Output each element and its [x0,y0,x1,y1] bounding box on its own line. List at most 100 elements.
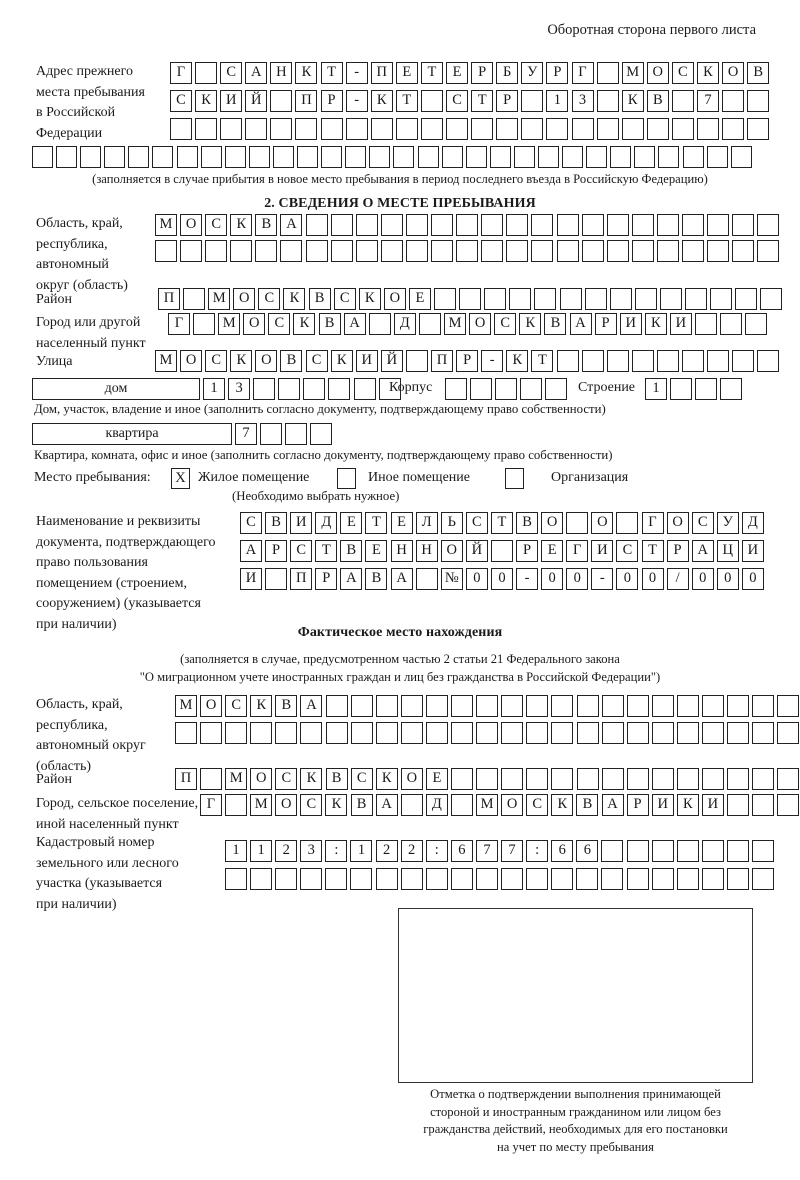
char-cell[interactable]: - [481,350,504,372]
char-cell[interactable]: С [290,540,313,562]
char-cell[interactable] [531,240,554,262]
char-cell[interactable] [205,240,228,262]
char-cell[interactable]: Р [594,313,617,335]
char-cell[interactable] [300,722,323,744]
char-cell[interactable]: С [205,350,228,372]
char-cell[interactable]: Р [471,62,494,84]
char-cell[interactable]: И [240,568,262,590]
char-cell[interactable] [476,722,499,744]
char-cell[interactable] [441,146,463,168]
char-cell[interactable] [250,868,273,890]
char-cell[interactable]: Т [320,62,343,84]
char-cell[interactable]: Д [741,512,764,534]
char-cell[interactable] [562,146,584,168]
char-cell[interactable]: М [175,695,197,717]
stay-option-2-checkbox[interactable] [505,468,524,489]
char-cell[interactable] [350,722,373,744]
char-cell[interactable]: Т [395,90,418,112]
char-cell[interactable] [415,568,438,590]
char-cell[interactable] [751,840,774,862]
char-cell[interactable] [368,313,391,335]
char-cell[interactable] [747,90,770,112]
char-cell[interactable] [559,288,582,310]
char-cell[interactable]: В [747,62,770,84]
char-cell[interactable] [509,288,532,310]
char-cell[interactable] [425,868,448,890]
char-cell[interactable]: Т [365,512,388,534]
char-cell[interactable] [681,240,704,262]
char-cell[interactable] [400,722,423,744]
char-cell[interactable] [571,118,594,140]
char-cell[interactable] [651,695,674,717]
char-cell[interactable]: В [340,540,363,562]
char-cell[interactable] [375,868,398,890]
char-cell[interactable] [275,722,298,744]
char-cell[interactable] [757,214,780,236]
char-cell[interactable]: К [375,768,398,790]
char-cell[interactable] [596,62,619,84]
confirmation-stamp-box[interactable] [398,908,753,1083]
char-cell[interactable] [726,794,749,816]
char-cell[interactable] [245,118,268,140]
char-cell[interactable] [747,118,770,140]
char-cell[interactable] [431,214,454,236]
char-cell[interactable]: 3 [228,378,251,400]
char-cell[interactable] [405,214,428,236]
char-cell[interactable] [526,768,549,790]
char-cell[interactable] [606,240,629,262]
char-cell[interactable]: С [258,288,281,310]
cadastral-row-2[interactable] [225,868,774,890]
char-cell[interactable]: Т [641,540,664,562]
char-cell[interactable] [556,350,579,372]
char-cell[interactable] [777,722,800,744]
char-cell[interactable]: О [275,794,298,816]
char-cell[interactable]: О [501,794,524,816]
char-cell[interactable]: 0 [490,568,513,590]
char-cell[interactable]: В [516,512,539,534]
char-cell[interactable]: М [218,313,241,335]
char-cell[interactable] [253,378,276,400]
char-cell[interactable]: С [220,62,243,84]
char-cell[interactable]: А [601,794,624,816]
char-cell[interactable] [330,214,353,236]
char-cell[interactable]: 0 [541,568,564,590]
char-cell[interactable]: О [646,62,669,84]
char-cell[interactable]: Р [546,62,569,84]
char-cell[interactable] [321,146,343,168]
char-cell[interactable] [380,214,403,236]
char-cell[interactable] [626,840,649,862]
char-cell[interactable] [526,695,549,717]
char-cell[interactable] [706,146,728,168]
char-cell[interactable] [425,722,448,744]
char-cell[interactable]: У [521,62,544,84]
char-cell[interactable] [495,378,518,400]
char-cell[interactable] [195,62,218,84]
char-cell[interactable] [355,214,378,236]
char-cell[interactable] [606,350,629,372]
char-cell[interactable]: 2 [375,840,398,862]
char-cell[interactable] [450,794,473,816]
char-cell[interactable] [751,868,774,890]
char-cell[interactable]: 1 [645,378,667,400]
char-cell[interactable] [720,313,743,335]
char-cell[interactable] [727,768,750,790]
char-cell[interactable] [720,378,743,400]
char-cell[interactable] [777,695,800,717]
char-cell[interactable]: К [551,794,574,816]
char-cell[interactable] [405,240,428,262]
char-cell[interactable]: Р [265,540,288,562]
char-cell[interactable]: 7 [696,90,719,112]
char-cell[interactable] [745,313,768,335]
char-cell[interactable]: К [370,90,393,112]
char-cell[interactable] [726,868,749,890]
char-cell[interactable] [752,768,775,790]
char-cell[interactable] [634,146,656,168]
char-cell[interactable] [265,568,288,590]
char-cell[interactable]: Т [531,350,554,372]
char-cell[interactable] [701,722,724,744]
char-cell[interactable] [586,146,608,168]
char-cell[interactable]: № [440,568,463,590]
char-cell[interactable] [456,214,479,236]
